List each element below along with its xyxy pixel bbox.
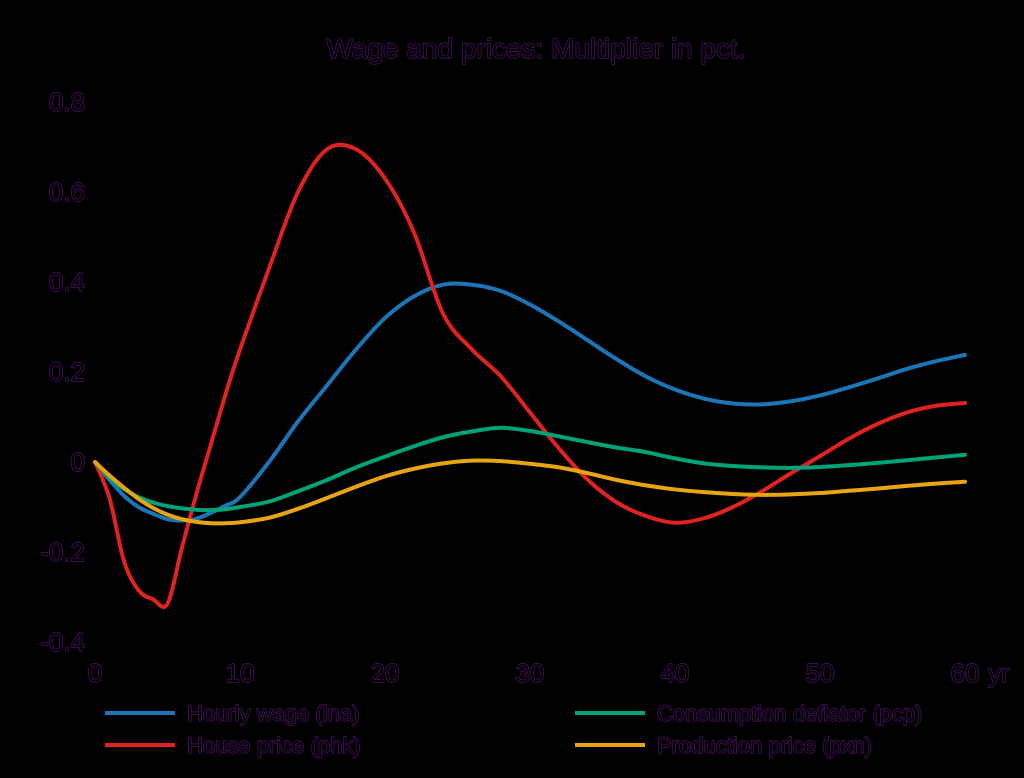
legend: Hourly wage (lna) House price (phk) Cons… bbox=[105, 700, 923, 759]
series-line-pcp bbox=[93, 425, 967, 513]
x-tick-label: 0 bbox=[88, 658, 102, 688]
x-tick-label: 60 bbox=[951, 658, 980, 688]
series-line-phk bbox=[93, 142, 967, 609]
legend-label-pcp: Consumption deflator (pcp) bbox=[657, 701, 922, 726]
x-tick-label: 40 bbox=[661, 658, 690, 688]
legend-label-phk: House price (phk) bbox=[187, 733, 361, 758]
legend-item-hourly-wage: Hourly wage (lna) bbox=[105, 700, 360, 727]
x-tick-label: 10 bbox=[226, 658, 255, 688]
legend-item-production-price: Production price (pxn) bbox=[575, 732, 873, 759]
y-tick-label: 0.4 bbox=[49, 267, 85, 297]
y-tick-label: -0.2 bbox=[40, 537, 85, 567]
x-axis-unit-label: yr bbox=[988, 658, 1010, 688]
y-tick-label: 0 bbox=[71, 447, 85, 477]
legend-item-consumption-deflator: Consumption deflator (pcp) bbox=[575, 700, 923, 727]
series-curves bbox=[93, 142, 967, 609]
y-tick-label: -0.4 bbox=[40, 627, 85, 657]
series-line-pxn bbox=[93, 458, 967, 526]
plot-frame bbox=[94, 87, 966, 649]
y-tick-label: 0.2 bbox=[49, 357, 85, 387]
legend-label-pxn: Production price (pxn) bbox=[657, 733, 872, 758]
series-line-lna bbox=[93, 281, 967, 523]
axis-tick-marks bbox=[94, 101, 966, 648]
legend-item-house-price: House price (phk) bbox=[105, 732, 361, 759]
x-tick-label: 20 bbox=[371, 658, 400, 688]
y-tick-label: 0.6 bbox=[49, 177, 85, 207]
x-tick-label: 30 bbox=[516, 658, 545, 688]
x-tick-label: 50 bbox=[806, 658, 835, 688]
y-axis-labels: 0.8 0.6 0.4 0.2 0 -0.2 -0.4 bbox=[39, 86, 85, 657]
chart-title: Wage and prices: Multiplier in pct. bbox=[326, 33, 745, 64]
x-axis-labels: 0 10 20 30 40 50 60 bbox=[87, 657, 980, 688]
y-tick-label: 0.8 bbox=[49, 87, 85, 117]
legend-label-lna: Hourly wage (lna) bbox=[187, 701, 359, 726]
